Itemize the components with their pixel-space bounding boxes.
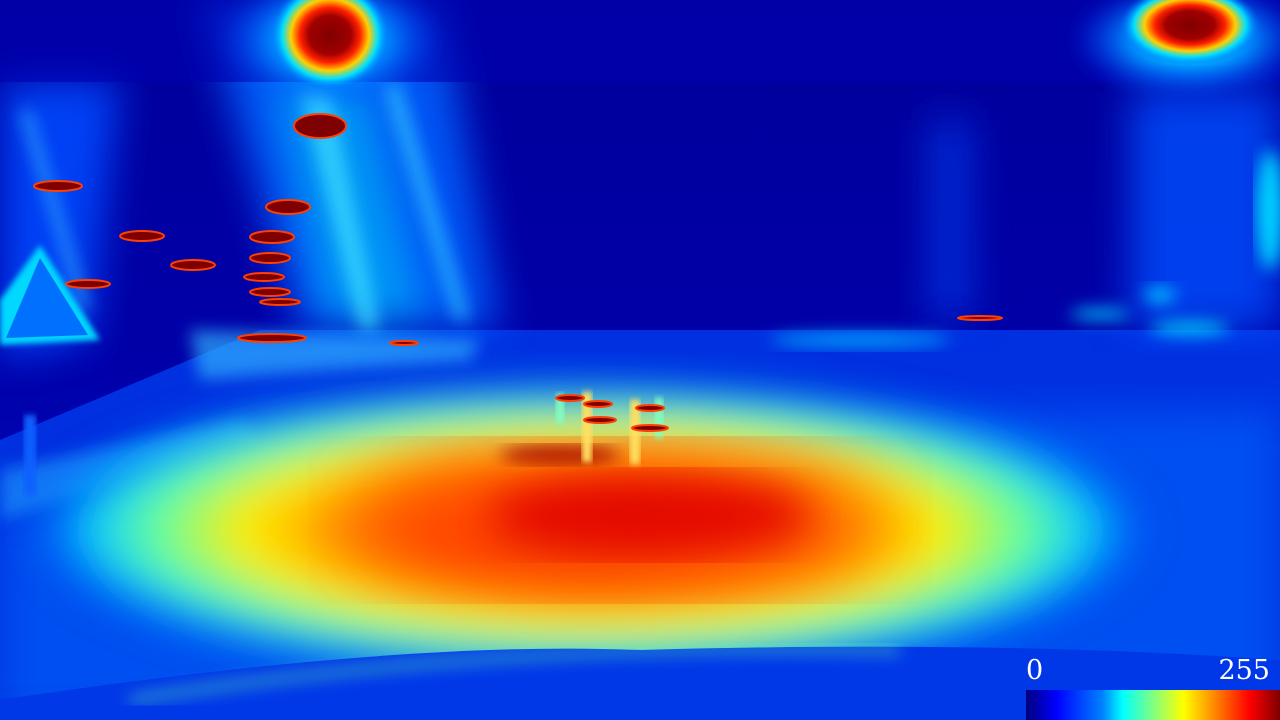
colorbar-max-label: 255 — [1218, 655, 1270, 686]
colorbar: 0 255 — [1026, 656, 1280, 720]
colorbar-ramp — [1026, 690, 1280, 720]
horizon-lights — [770, 287, 1230, 346]
warning-sign — [0, 245, 100, 495]
colorbar-min-label: 0 — [1026, 655, 1044, 686]
light-rays — [20, 80, 470, 330]
right-building-glow — [930, 90, 1280, 330]
lamp-reflections — [33, 113, 1003, 432]
top-left-lamp — [270, 0, 390, 90]
bollards — [556, 392, 663, 464]
vehicle-hood — [0, 646, 1280, 720]
top-right-lamp — [1120, 0, 1260, 65]
